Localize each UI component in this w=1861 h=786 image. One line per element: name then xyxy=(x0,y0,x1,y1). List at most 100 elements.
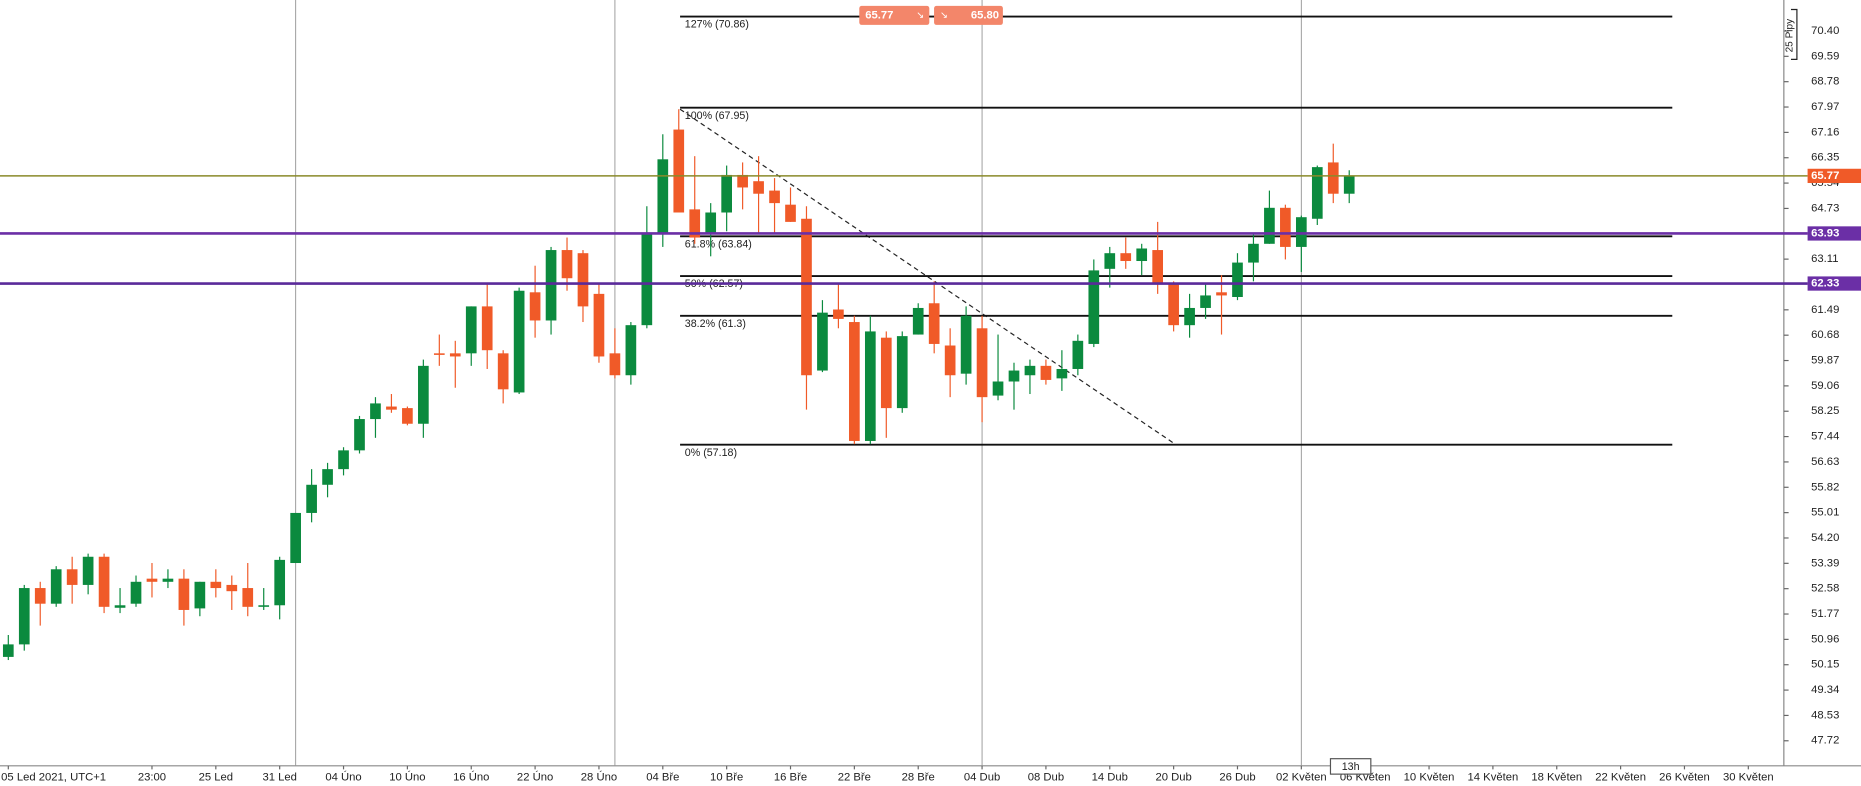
candle-body xyxy=(370,403,381,420)
candle-body xyxy=(1088,270,1100,344)
candle-body xyxy=(306,484,317,513)
buy-button[interactable] xyxy=(934,5,1003,25)
y-tick-label: 50.96 xyxy=(1811,633,1839,645)
arrow-icon: ↘ xyxy=(940,10,948,21)
candle-body xyxy=(577,253,589,307)
x-tick-label: 25 Led xyxy=(199,772,233,784)
x-tick-label: 14 Květen xyxy=(1468,772,1519,784)
price-label: 62.33 xyxy=(1811,278,1839,290)
x-tick-label: 04 Dub xyxy=(964,772,1000,784)
candle-body xyxy=(50,569,62,604)
candle-body xyxy=(1248,243,1259,263)
plot: 70.4069.5968.7867.9767.1666.3565.5464.73… xyxy=(0,15,1861,784)
candle-body xyxy=(290,512,301,564)
candle-body xyxy=(1072,340,1084,369)
candle-body xyxy=(545,250,557,321)
candle-body xyxy=(1008,370,1020,382)
x-tick-label: 31 Led xyxy=(262,772,296,784)
candle-body xyxy=(785,204,796,222)
y-tick-label: 63.11 xyxy=(1811,253,1838,265)
candle-body xyxy=(1216,292,1227,296)
candle-body xyxy=(593,293,605,357)
candle-body xyxy=(1280,207,1291,247)
y-tick-label: 49.34 xyxy=(1811,684,1839,696)
candle-body xyxy=(338,450,349,470)
trade-panel: 65.77 ↘ ↘ 65.80 xyxy=(859,5,1003,25)
candle-body xyxy=(880,337,892,409)
candle-body xyxy=(114,605,126,608)
candle-body xyxy=(18,588,30,645)
candle-body xyxy=(274,559,286,606)
range-bracket xyxy=(1790,8,1798,60)
y-tick-label: 52.58 xyxy=(1811,583,1839,595)
candle-body xyxy=(976,328,988,398)
x-tick-label: 05 Led 2021, UTC+1 xyxy=(1,772,106,784)
fib-label: 127% (70.86) xyxy=(685,19,749,31)
candle-body xyxy=(386,406,397,410)
y-tick-label: 69.59 xyxy=(1811,50,1839,62)
candle-body xyxy=(609,353,621,376)
cursor-label: 13h xyxy=(1342,761,1360,773)
candle-body xyxy=(529,292,541,321)
y-tick-label: 68.78 xyxy=(1811,76,1839,88)
candle-body xyxy=(801,218,812,376)
y-tick-label: 50.15 xyxy=(1811,659,1839,671)
x-tick-label: 26 Dub xyxy=(1219,772,1255,784)
fib-label: 0% (57.18) xyxy=(685,447,737,459)
y-tick-label: 67.16 xyxy=(1811,126,1839,138)
y-tick-label: 54.20 xyxy=(1811,532,1839,544)
candle-body xyxy=(1136,248,1148,262)
candle-body xyxy=(1327,162,1339,194)
candle-body xyxy=(2,644,14,657)
candle-body xyxy=(1168,282,1179,326)
x-tick-label: 28 Bře xyxy=(902,772,935,784)
candle-body xyxy=(82,556,94,585)
y-tick-label: 64.73 xyxy=(1811,202,1839,214)
x-tick-label: 16 Bře xyxy=(774,772,807,784)
x-tick-label: 26 Květen xyxy=(1659,772,1710,784)
price-tag xyxy=(1807,276,1861,291)
candle-body xyxy=(1024,365,1036,376)
candle-body xyxy=(737,174,748,188)
x-tick-label: 22 Květen xyxy=(1595,772,1646,784)
x-tick-label: 10 Květen xyxy=(1404,772,1455,784)
x-tick-label: 04 Úno xyxy=(325,771,361,784)
x-tick-label: 30 Květen xyxy=(1723,772,1774,784)
candle-body xyxy=(433,353,445,355)
candle-body xyxy=(322,469,333,485)
candle-body xyxy=(657,159,669,235)
candle-body xyxy=(481,306,493,351)
candle-body xyxy=(864,331,876,441)
cursor-box xyxy=(1329,758,1372,775)
candle-body xyxy=(178,578,190,610)
y-tick-label: 60.68 xyxy=(1811,329,1839,341)
x-tick-label: 23:00 xyxy=(138,772,166,784)
candle-body xyxy=(721,174,732,213)
candle-body xyxy=(465,306,477,354)
candle-body xyxy=(162,578,174,582)
candle-body xyxy=(1040,365,1052,380)
candle-body xyxy=(992,381,1004,396)
price-tag xyxy=(1807,226,1861,241)
y-tick-label: 67.97 xyxy=(1811,101,1839,113)
sell-price: 65.77 xyxy=(865,9,893,21)
y-tick-label: 59.06 xyxy=(1811,380,1839,392)
sell-button[interactable] xyxy=(859,5,930,25)
candle-body xyxy=(753,181,764,194)
x-tick-label: 28 Úno xyxy=(581,771,617,784)
candle-body xyxy=(960,315,972,374)
candle-body xyxy=(1232,262,1243,298)
candle-body xyxy=(402,408,413,424)
fib-label: 100% (67.95) xyxy=(685,110,749,122)
x-tick-label: 14 Dub xyxy=(1092,772,1128,784)
candle-body xyxy=(705,212,717,235)
candle-body xyxy=(833,309,844,319)
candle-body xyxy=(354,419,365,451)
candle-body xyxy=(1343,175,1355,194)
candle-body xyxy=(66,569,78,585)
candle-body xyxy=(1295,217,1307,247)
x-tick-label: 22 Bře xyxy=(838,772,871,784)
candle-body xyxy=(513,290,525,393)
